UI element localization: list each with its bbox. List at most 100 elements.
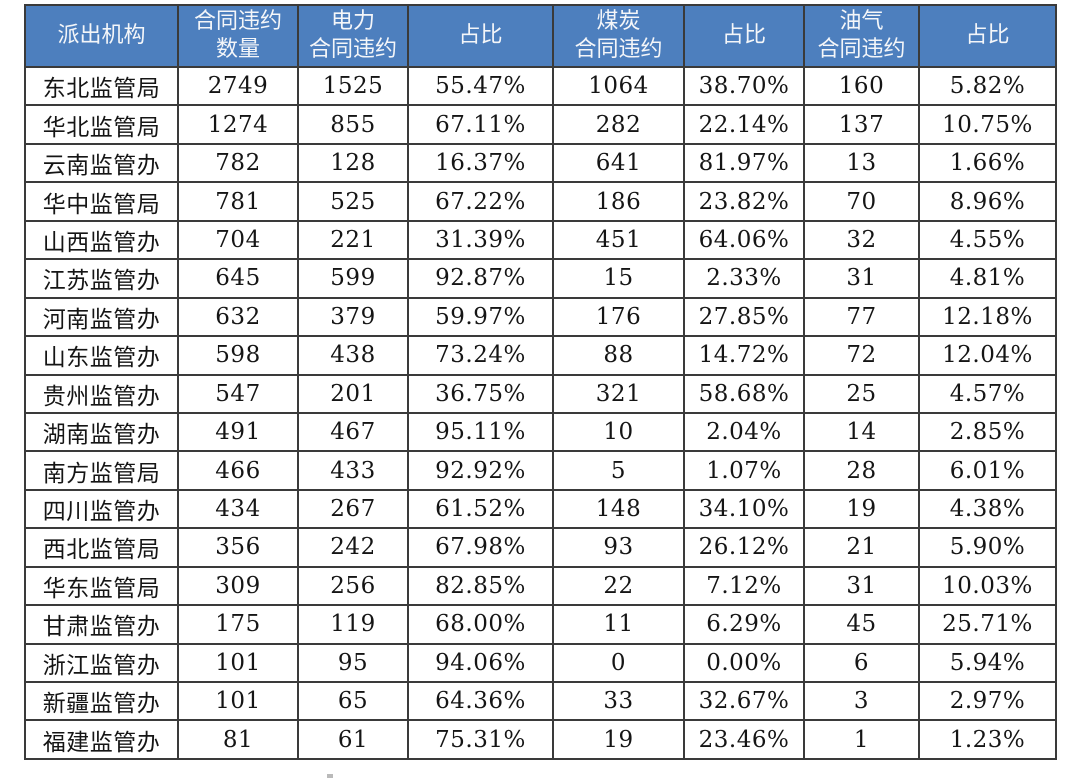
cell-power: 221 — [297, 219, 409, 261]
cell-coal-share: 34.10% — [683, 488, 805, 530]
cell-coal-share: 6.29% — [683, 604, 805, 645]
cell-power: 267 — [297, 488, 409, 530]
cell-coal: 33 — [552, 680, 685, 722]
cell-power: 599 — [297, 258, 409, 299]
cell-oilgas: 21 — [803, 527, 920, 568]
column-header-total: 合同违约 数量 — [177, 4, 299, 68]
table-row: 云南监管办 782 128 16.37% 641 81.97% 13 1.66% — [24, 142, 1057, 184]
cell-coal: 15 — [552, 258, 685, 299]
cell-total: 547 — [177, 373, 299, 414]
cell-power-share: 31.39% — [407, 219, 554, 261]
cell-coal-share: 32.67% — [683, 680, 805, 722]
table-row: 江苏监管办 645 599 92.87% 15 2.33% 31 4.81% — [24, 258, 1057, 299]
cell-coal-share: 23.46% — [683, 719, 805, 760]
cell-oilgas-share: 10.03% — [918, 565, 1057, 607]
cell-oilgas: 28 — [803, 450, 920, 491]
cell-oilgas-share: 4.57% — [918, 373, 1057, 414]
cell-agency: 华中监管局 — [24, 181, 179, 222]
header-row: 派出机构 合同违约 数量 电力 合同违约 占比 煤炭 合同违约 占比 油气 合同违约 占比 — [24, 4, 1057, 68]
stray-caption-mark — [327, 774, 333, 778]
cell-agency: 河南监管办 — [24, 296, 179, 338]
cell-coal: 22 — [552, 565, 685, 607]
column-header-oilgas-share: 占比 — [918, 4, 1057, 68]
table-row: 浙江监管办 101 95 94.06% 0 0.00% 6 5.94% — [24, 642, 1057, 684]
cell-oilgas-share: 4.38% — [918, 488, 1057, 530]
cell-agency: 山西监管办 — [24, 219, 179, 261]
cell-oilgas-share: 10.75% — [918, 104, 1057, 145]
cell-total: 175 — [177, 604, 299, 645]
table-row: 福建监管办 81 61 75.31% 19 23.46% 1 1.23% — [24, 719, 1057, 760]
table-row: 西北监管局 356 242 67.98% 93 26.12% 21 5.90% — [24, 527, 1057, 568]
cell-coal: 11 — [552, 604, 685, 645]
cell-power-share: 82.85% — [407, 565, 554, 607]
cell-agency: 西北监管局 — [24, 527, 179, 568]
cell-power-share: 16.37% — [407, 142, 554, 184]
cell-oilgas: 70 — [803, 181, 920, 222]
cell-coal-share: 22.14% — [683, 104, 805, 145]
cell-power-share: 92.87% — [407, 258, 554, 299]
cell-total: 645 — [177, 258, 299, 299]
table-row: 山西监管办 704 221 31.39% 451 64.06% 32 4.55% — [24, 219, 1057, 261]
cell-oilgas: 77 — [803, 296, 920, 338]
cell-power: 525 — [297, 181, 409, 222]
table-header: 派出机构 合同违约 数量 电力 合同违约 占比 煤炭 合同违约 占比 油气 合同违约 占比 — [24, 4, 1057, 68]
cell-oilgas-share: 2.85% — [918, 411, 1057, 453]
cell-power: 242 — [297, 527, 409, 568]
cell-oilgas-share: 5.90% — [918, 527, 1057, 568]
cell-agency: 四川监管办 — [24, 488, 179, 530]
cell-oilgas: 31 — [803, 258, 920, 299]
cell-power-share: 68.00% — [407, 604, 554, 645]
table-row: 东北监管局 2749 1525 55.47% 1064 38.70% 160 5.82% — [24, 65, 1057, 107]
cell-power: 1525 — [297, 65, 409, 107]
cell-total: 81 — [177, 719, 299, 760]
cell-agency: 浙江监管办 — [24, 642, 179, 684]
cell-oilgas-share: 8.96% — [918, 181, 1057, 222]
cell-agency: 湖南监管办 — [24, 411, 179, 453]
table-row: 华北监管局 1274 855 67.11% 282 22.14% 137 10.75% — [24, 104, 1057, 145]
cell-power: 855 — [297, 104, 409, 145]
cell-power-share: 67.98% — [407, 527, 554, 568]
cell-agency: 江苏监管办 — [24, 258, 179, 299]
cell-total: 356 — [177, 527, 299, 568]
table-row: 河南监管办 632 379 59.97% 176 27.85% 77 12.18% — [24, 296, 1057, 338]
column-header-oilgas: 油气 合同违约 — [803, 4, 920, 68]
cell-total: 781 — [177, 181, 299, 222]
cell-coal-share: 26.12% — [683, 527, 805, 568]
table-row: 山东监管办 598 438 73.24% 88 14.72% 72 12.04% — [24, 335, 1057, 376]
cell-coal: 321 — [552, 373, 685, 414]
cell-total: 598 — [177, 335, 299, 376]
cell-coal: 186 — [552, 181, 685, 222]
cell-total: 2749 — [177, 65, 299, 107]
table-row: 新疆监管办 101 65 64.36% 33 32.67% 3 2.97% — [24, 680, 1057, 722]
column-header-power: 电力 合同违约 — [297, 4, 409, 68]
cell-coal: 0 — [552, 642, 685, 684]
cell-coal: 93 — [552, 527, 685, 568]
cell-oilgas: 160 — [803, 65, 920, 107]
cell-power: 201 — [297, 373, 409, 414]
cell-power-share: 59.97% — [407, 296, 554, 338]
cell-total: 101 — [177, 642, 299, 684]
cell-power: 119 — [297, 604, 409, 645]
cell-power-share: 67.11% — [407, 104, 554, 145]
cell-oilgas: 31 — [803, 565, 920, 607]
cell-power-share: 61.52% — [407, 488, 554, 530]
cell-oilgas-share: 5.82% — [918, 65, 1057, 107]
cell-coal: 641 — [552, 142, 685, 184]
cell-oilgas-share: 12.18% — [918, 296, 1057, 338]
cell-coal: 1064 — [552, 65, 685, 107]
cell-oilgas: 3 — [803, 680, 920, 722]
cell-coal-share: 2.04% — [683, 411, 805, 453]
cell-coal: 176 — [552, 296, 685, 338]
cell-coal-share: 2.33% — [683, 258, 805, 299]
cell-oilgas-share: 4.55% — [918, 219, 1057, 261]
cell-coal: 19 — [552, 719, 685, 760]
cell-agency: 福建监管办 — [24, 719, 179, 760]
cell-power-share: 75.31% — [407, 719, 554, 760]
column-header-power-share: 占比 — [407, 4, 554, 68]
cell-oilgas: 19 — [803, 488, 920, 530]
cell-power-share: 73.24% — [407, 335, 554, 376]
cell-coal-share: 23.82% — [683, 181, 805, 222]
cell-oilgas: 45 — [803, 604, 920, 645]
cell-power: 95 — [297, 642, 409, 684]
cell-coal-share: 64.06% — [683, 219, 805, 261]
